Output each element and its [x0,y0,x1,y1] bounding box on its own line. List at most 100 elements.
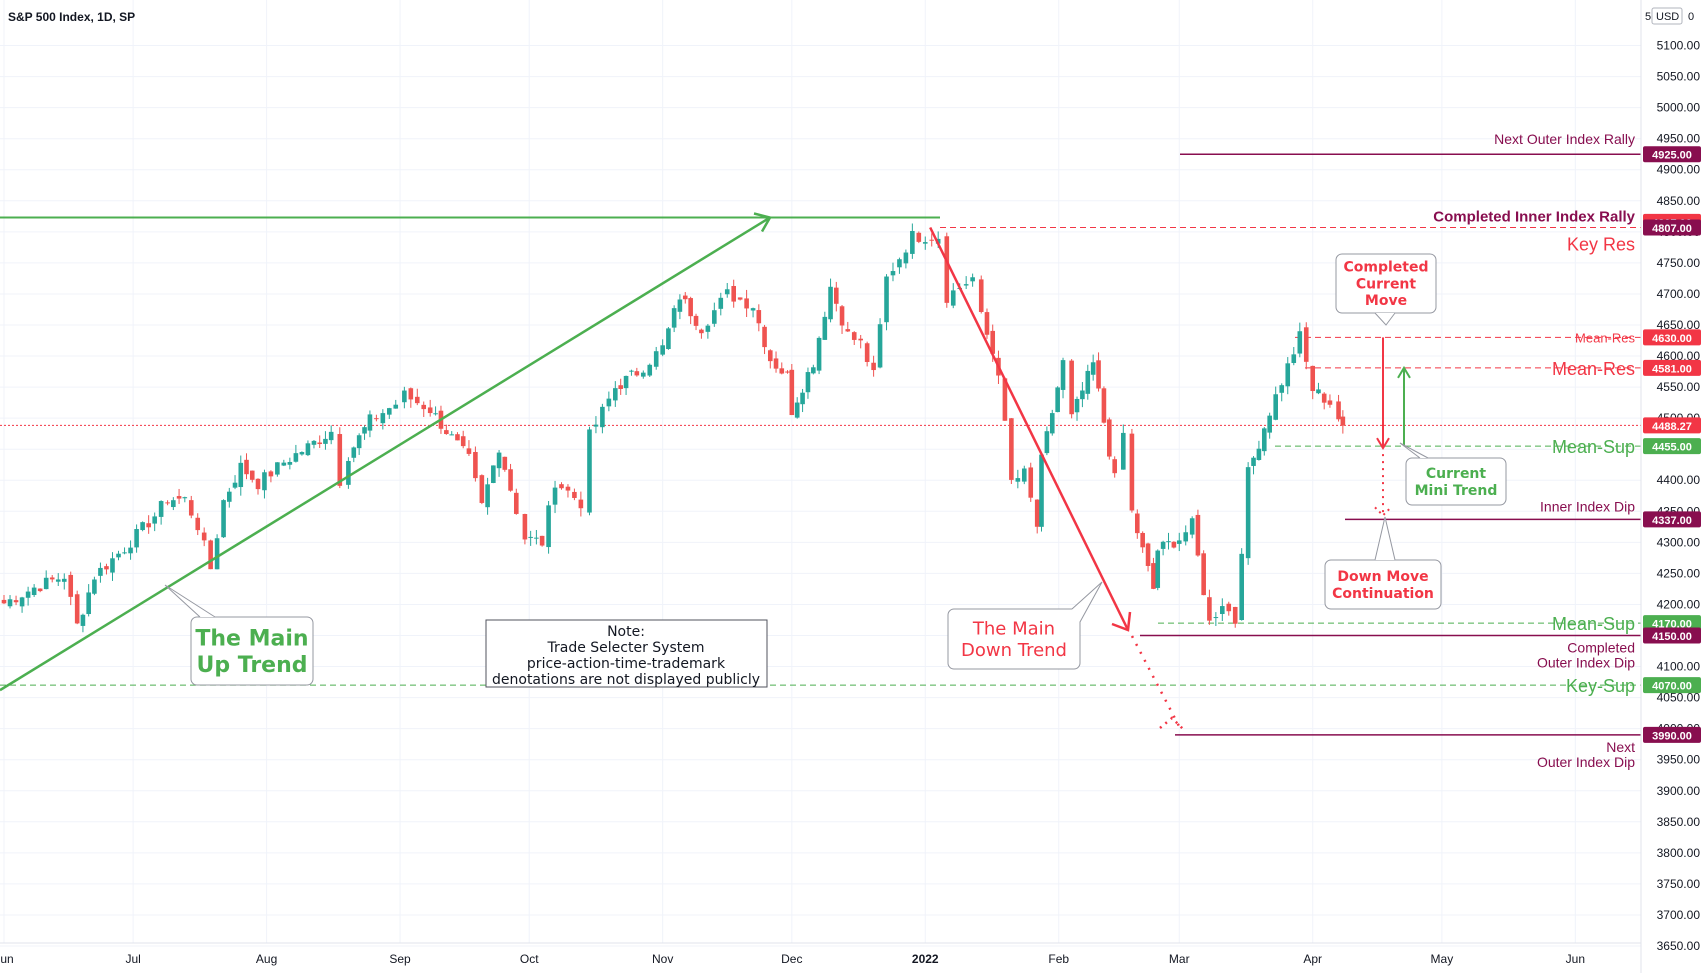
candle [1232,606,1238,628]
candle-body [546,505,551,548]
candle-body [1069,360,1074,415]
candle-body [104,566,109,570]
candle [534,529,539,545]
y-tick-label: 4600.00 [1657,349,1701,363]
candle [845,321,851,333]
candle-body [346,460,351,485]
price-badge-bg [1643,417,1701,434]
currency-selector[interactable]: 5 USD 0 [1645,7,1694,25]
candle-body [351,447,357,458]
y-tick-label: 4950.00 [1657,132,1701,146]
candle [929,233,935,247]
currency-box[interactable] [1651,7,1683,25]
candle [1183,525,1189,546]
candle-body [653,351,659,367]
candle-body [559,484,564,489]
candle-body [1055,387,1060,413]
candle-body [600,406,605,428]
x-tick-label: 2022 [912,952,939,966]
candle [61,573,67,590]
candle-body [80,614,86,626]
uptrend-callout-text: The Main [195,627,308,652]
candle-body [374,418,379,420]
candle-body [688,298,693,317]
uptrend-callout-tail [164,584,216,618]
candle [724,282,730,298]
candle-body [1015,478,1021,482]
candle-body [262,472,267,491]
price-badge-bg [1643,329,1701,346]
candle [128,540,133,560]
candle [473,446,478,482]
candle-body [362,427,367,434]
candle-body [317,442,322,445]
candle [666,326,671,350]
y-tick-label: 4250.00 [1657,566,1701,580]
candle [1213,612,1219,627]
candle-body [68,574,74,597]
candle [1060,357,1066,399]
candle [466,440,472,457]
candle [367,410,373,438]
price-badge: 4150.00 [1643,627,1701,644]
candle [811,364,816,375]
candle [356,433,362,455]
candle-body [565,486,571,491]
candle [158,500,164,525]
candle [877,318,883,369]
candle-body [1039,454,1044,527]
label-mean-sup: Mean-Sup [1552,437,1635,457]
candle-body [922,242,928,244]
candle [1015,469,1021,489]
price-badge-bg [1643,219,1701,236]
candle [337,427,343,489]
candle-body [393,404,399,409]
price-badge-value: 4807.00 [1652,223,1692,235]
candle-body [779,368,785,374]
y-tick-label: 4050.00 [1657,691,1701,705]
candle [1245,462,1251,565]
label-next-outer-rally: Next Outer Index Rally [1494,131,1635,147]
mini-trend-callout-box [1405,457,1507,506]
candle-body [386,408,392,415]
candle [712,302,717,327]
x-tick-label: Nov [652,952,673,966]
candle [374,414,379,422]
candle [19,596,25,613]
price-badge-value: 4455.00 [1652,442,1692,454]
price-badge-bg [1643,146,1701,163]
candle [116,550,121,561]
candle [1090,354,1096,381]
uptrend-line [0,216,771,692]
down-continuation-head [1374,506,1392,517]
candle [1291,347,1297,366]
candle-body [864,343,870,362]
candle-body [618,385,623,389]
candle [49,575,55,583]
horizontal-levels: Next Outer Index Rally Completed Inner In… [0,131,1641,770]
candle-body [950,290,956,306]
candle-body [305,443,311,456]
candle-body [134,529,139,548]
candle-body [275,462,280,475]
candle [522,513,528,545]
time-axis[interactable]: Jun Jul Aug Sep Oct Nov Dec 2022 Feb Mar Apr May Jun [0,952,1585,966]
candle-body [756,310,762,324]
candle-body [1049,413,1055,434]
candle-body [1340,416,1346,426]
candle-body [408,388,414,400]
candle [682,292,688,304]
candle-body [1,599,7,604]
candle-body [1267,415,1272,433]
y-tick-label: 4300.00 [1657,535,1701,549]
candle-body [1285,363,1291,387]
candle [460,430,466,449]
candle [444,424,449,435]
note-text: Note: [607,624,645,640]
price-badge-value: 4070.00 [1652,681,1692,693]
candle-body [712,310,717,324]
candle [653,346,659,370]
